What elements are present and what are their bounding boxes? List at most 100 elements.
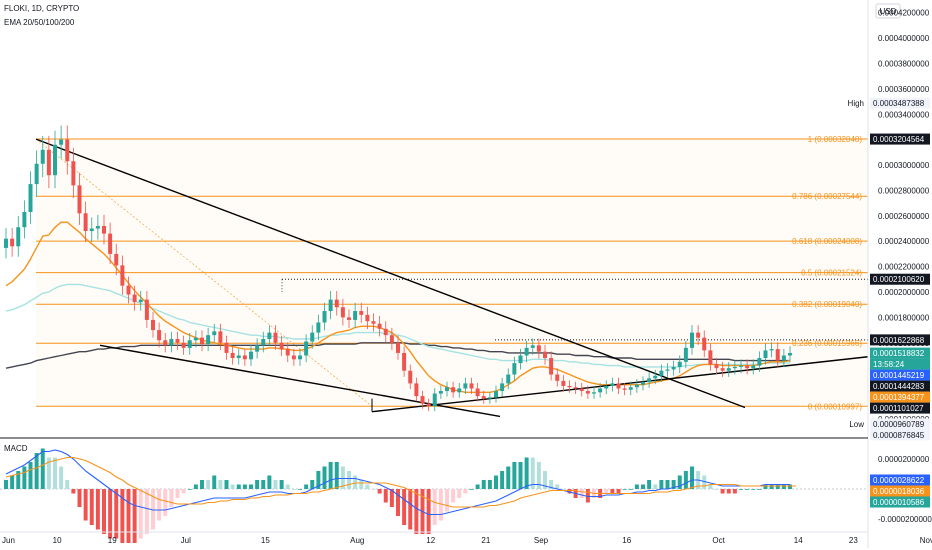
candle-body-66 bbox=[408, 370, 413, 384]
macd-hist-bar-116 bbox=[714, 489, 719, 490]
macd-hist-bar-32 bbox=[200, 480, 204, 489]
macd-tag-0: 0.0000028622 bbox=[873, 476, 925, 485]
macd-hist-bar-46 bbox=[285, 484, 290, 489]
candle-body-23 bbox=[144, 299, 149, 320]
ema-mid-line bbox=[5, 283, 790, 368]
x-tick-label-5: Aug bbox=[350, 536, 364, 545]
macd-hist-bar-61 bbox=[377, 489, 382, 494]
candle-body-88 bbox=[543, 351, 547, 359]
fib-label-5: 0.236 (0.00015966) bbox=[792, 339, 862, 348]
macd-hist-bar-39 bbox=[242, 484, 247, 489]
macd-hist-bar-15 bbox=[95, 489, 100, 530]
macd-hist-bar-106 bbox=[653, 484, 658, 489]
macd-hist-bar-90 bbox=[555, 484, 560, 489]
fib-label-3: 0.5 (0.00021524) bbox=[801, 269, 862, 278]
macd-hist-bar-6 bbox=[40, 448, 45, 489]
macd-hist-bar-13 bbox=[83, 489, 88, 521]
macd-hist-bar-45 bbox=[279, 480, 284, 489]
candle-body-57 bbox=[353, 311, 358, 320]
candle-body-97 bbox=[598, 388, 603, 393]
macd-hist-bar-65 bbox=[402, 489, 407, 525]
candle-body-104 bbox=[641, 382, 645, 385]
macd-hist-bar-38 bbox=[236, 484, 241, 489]
macd-hist-bar-44 bbox=[273, 480, 278, 489]
macd-hist-bar-11 bbox=[71, 489, 76, 494]
macd-hist-bar-127 bbox=[781, 484, 786, 489]
candle-body-83 bbox=[512, 363, 517, 375]
macd-hist-bar-100 bbox=[616, 489, 621, 494]
macd-hist-bar-0 bbox=[4, 480, 8, 489]
macd-hist-bar-75 bbox=[463, 489, 468, 494]
candle-body-80 bbox=[494, 391, 498, 398]
candle-body-72 bbox=[445, 387, 449, 392]
signal-line bbox=[5, 456, 797, 508]
candle-body-124 bbox=[763, 350, 768, 359]
price-tag-bg-8 bbox=[870, 380, 930, 392]
candle-body-128 bbox=[788, 352, 792, 356]
macd-hist-bar-103 bbox=[634, 484, 639, 489]
macd-hist-bar-80 bbox=[494, 475, 498, 489]
candle-body-52 bbox=[322, 311, 327, 323]
macd-hist-bar-18 bbox=[114, 489, 119, 539]
candle-body-76 bbox=[469, 383, 474, 389]
candle-body-63 bbox=[389, 335, 394, 343]
candle-body-74 bbox=[457, 388, 462, 393]
candle-body-49 bbox=[304, 341, 309, 356]
price-tag-label-0: High bbox=[848, 99, 864, 108]
candle-body-99 bbox=[610, 383, 615, 386]
candle-body-33 bbox=[206, 335, 211, 345]
macd-hist-bar-58 bbox=[359, 480, 364, 489]
x-tick-label-9: 16 bbox=[622, 536, 631, 545]
candle-body-24 bbox=[151, 319, 155, 331]
y-tick-label-3: 0.0003600000 bbox=[878, 85, 930, 94]
x-tick-label-12: 23 bbox=[849, 536, 858, 545]
candle-body-107 bbox=[659, 370, 664, 376]
macd-hist-bar-20 bbox=[126, 489, 131, 543]
macd-hist-bar-62 bbox=[383, 489, 388, 503]
y-tick-label-11: 0.0001800000 bbox=[878, 313, 930, 322]
price-tag-bg-1 bbox=[870, 97, 930, 109]
candle-body-47 bbox=[291, 355, 296, 360]
macd-hist-bar-128 bbox=[788, 484, 792, 489]
candle-body-67 bbox=[414, 383, 419, 397]
macd-hist-bar-82 bbox=[506, 466, 511, 489]
candle-body-22 bbox=[138, 299, 143, 303]
price-tag-6: 13:58:24 bbox=[873, 360, 905, 369]
macd-hist-bar-47 bbox=[291, 489, 296, 490]
symbol-title: FLOKI, 1D, CRYPTO bbox=[4, 4, 80, 13]
candle-body-26 bbox=[163, 340, 168, 346]
macd-hist-bar-31 bbox=[193, 484, 198, 489]
candle-body-40 bbox=[249, 351, 253, 360]
macd-hist-bar-110 bbox=[677, 475, 682, 489]
x-tick-label-7: 21 bbox=[481, 536, 490, 545]
price-tag-bg-5 bbox=[870, 347, 930, 359]
candle-body-39 bbox=[242, 355, 247, 360]
price-tag-bg-7 bbox=[870, 369, 930, 381]
candle-body-84 bbox=[518, 355, 523, 364]
macd-hist-bar-98 bbox=[604, 489, 609, 494]
candle-body-71 bbox=[438, 391, 443, 394]
macd-hist-bar-84 bbox=[518, 462, 523, 489]
macd-hist-bar-70 bbox=[432, 489, 437, 525]
macd-hist-bar-89 bbox=[549, 480, 554, 489]
candle-body-20 bbox=[126, 285, 131, 295]
candle-body-70 bbox=[432, 393, 437, 407]
macd-hist-bar-123 bbox=[757, 489, 762, 490]
candle-body-61 bbox=[377, 323, 382, 329]
candle-body-35 bbox=[218, 331, 223, 343]
candle-body-116 bbox=[714, 364, 719, 369]
price-tag-8: 0.0001444283 bbox=[873, 382, 925, 391]
macd-hist-bar-64 bbox=[396, 489, 400, 516]
candle-body-14 bbox=[89, 228, 94, 232]
macd-hist-bar-109 bbox=[671, 480, 676, 489]
candle-body-90 bbox=[555, 374, 560, 381]
macd-hist-bar-55 bbox=[340, 466, 345, 489]
candle-body-119 bbox=[732, 366, 737, 369]
fib-diagonal bbox=[35, 138, 373, 407]
candle-body-73 bbox=[451, 387, 456, 393]
candle-body-102 bbox=[628, 387, 633, 390]
candle-body-58 bbox=[359, 311, 364, 315]
y-tick-label-6: 0.0002800000 bbox=[878, 186, 930, 195]
candle-body-112 bbox=[690, 332, 694, 348]
